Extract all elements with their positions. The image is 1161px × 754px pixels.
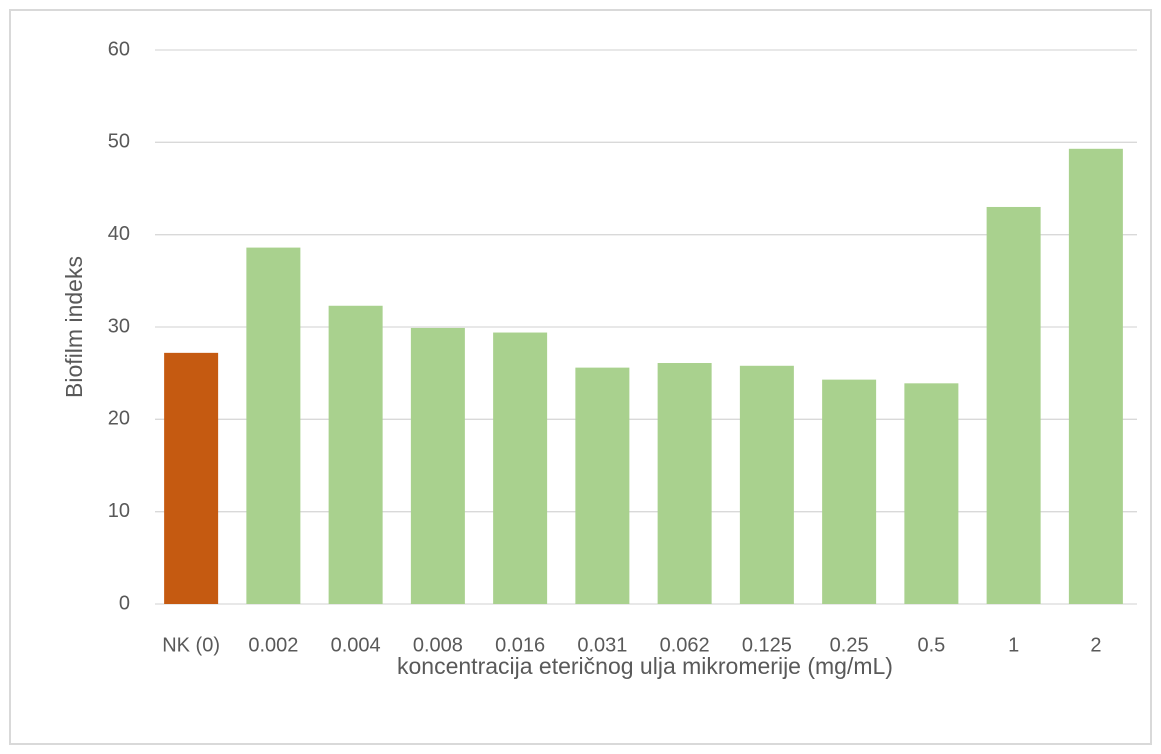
bar [904,383,959,604]
y-tick-label: 0 [119,592,130,614]
bar [822,379,877,604]
x-tick-label: 0.002 [248,634,298,656]
y-tick-label: 40 [108,223,130,245]
y-tick-label: 30 [108,315,130,337]
y-tick-label: 60 [108,38,130,60]
bar [986,206,1041,604]
bar [246,247,301,605]
y-tick-label: 20 [108,408,130,430]
x-tick-label: 1 [1008,634,1019,656]
bar [328,305,383,604]
bar [1068,148,1123,604]
x-tick-label: 2 [1090,634,1101,656]
bar [739,365,794,604]
bar [164,352,219,604]
x-tick-label: 0.008 [413,634,463,656]
x-axis-label: koncentracija eteričnog ulja mikromerije… [397,653,893,679]
bar [575,367,630,604]
bar [657,363,712,604]
x-tick-label: 0.016 [495,634,545,656]
y-tick-label: 10 [108,500,130,522]
x-tick-label: 0.25 [830,634,869,656]
y-tick-label: 50 [108,131,130,153]
x-tick-label: 0.062 [660,634,710,656]
x-tick-label: 0.5 [917,634,945,656]
x-tick-label: 0.125 [742,634,792,656]
x-tick-label: NK (0) [162,634,220,656]
bar [410,327,465,604]
x-tick-label: 0.031 [577,634,627,656]
y-axis-label: Biofilm indeks [61,256,87,398]
x-tick-label: 0.004 [331,634,381,656]
bar [493,332,548,604]
